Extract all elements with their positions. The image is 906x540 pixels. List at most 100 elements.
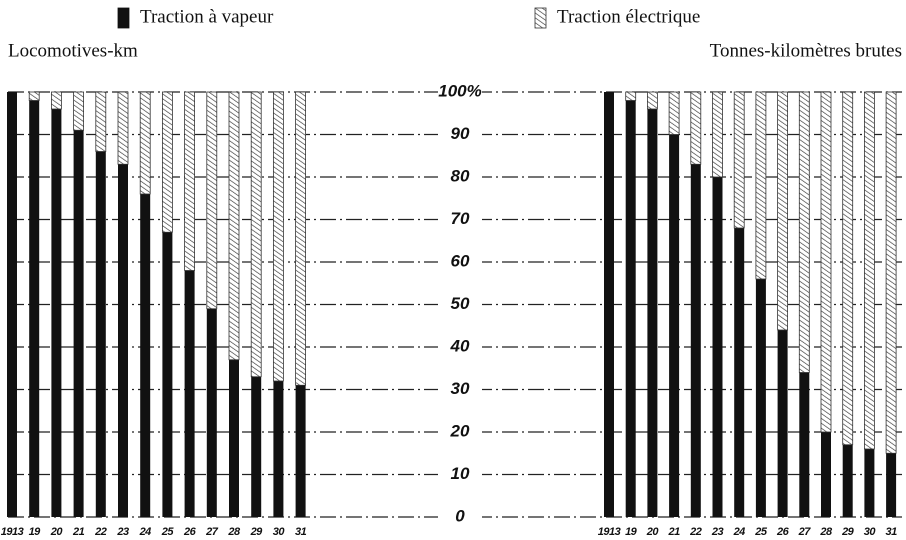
bar-segment [647, 109, 658, 517]
x-tick-label: 1913 [1, 526, 24, 538]
bar-segment [272, 91, 284, 382]
bar-segment [73, 130, 84, 517]
tick-label-bg [438, 168, 482, 186]
bar-segment [734, 228, 745, 517]
bar-segment [295, 91, 307, 386]
x-tick-label: 29 [250, 526, 264, 538]
bar-segment [251, 376, 262, 517]
y-tick-label: 80 [451, 166, 470, 185]
tick-label-bg [438, 465, 482, 484]
x-tick-label: 27 [798, 526, 812, 538]
bar-segment [690, 164, 701, 517]
y-tick-label: 50 [451, 294, 470, 313]
panel-title: Tonnes-kilomètres brutes [710, 40, 902, 61]
bar-segment [7, 92, 17, 517]
bar-segment [647, 91, 658, 110]
bar-segment [206, 91, 218, 310]
bar-segment [668, 91, 680, 135]
x-tick-label: 31 [295, 526, 307, 538]
x-tick-label: 21 [72, 526, 85, 538]
x-tick-label: 24 [733, 526, 746, 538]
x-tick-label: 28 [227, 526, 241, 538]
x-tick-label: 27 [205, 526, 219, 538]
x-tick-label: 23 [711, 526, 724, 538]
bar-segment [73, 91, 84, 131]
bar-segment [755, 91, 767, 280]
x-tick-label: 31 [885, 526, 897, 538]
tick-label-bg [438, 253, 482, 271]
bar-segment [842, 444, 853, 517]
bar-segment [820, 91, 832, 433]
bar-segment [229, 359, 239, 517]
bar-segment [206, 308, 217, 517]
bar-segment [755, 279, 766, 517]
x-tick-label: 26 [776, 526, 790, 538]
bar-segment [798, 91, 810, 373]
x-tick-label: 20 [50, 526, 64, 538]
bar-segment [184, 91, 196, 271]
bar-segment [140, 194, 151, 517]
x-tick-label: 21 [667, 526, 680, 538]
bar-segment [28, 91, 40, 101]
tick-label-bg [438, 508, 482, 526]
legend-swatch-electric [534, 7, 547, 29]
legend-label: Traction électrique [557, 6, 700, 27]
tick-label-bg [438, 380, 482, 399]
y-tick-label: 70 [451, 209, 470, 228]
bar-segment [799, 372, 810, 517]
bar-segment [886, 453, 897, 517]
bar-segment [821, 432, 831, 517]
bar-segment [250, 91, 262, 378]
x-tick-label: 22 [689, 526, 702, 538]
tick-label-bg [438, 338, 482, 356]
x-tick-label: 25 [161, 526, 175, 538]
x-tick-label: 19 [625, 526, 638, 538]
bar-segment [625, 91, 637, 101]
x-tick-label: 24 [139, 526, 152, 538]
tick-label-bg [438, 125, 482, 144]
x-tick-label: 30 [864, 526, 877, 538]
bar-segment [51, 109, 62, 517]
y-tick-label: 100% [438, 81, 481, 100]
bar-segment [604, 92, 614, 517]
bar-segment [885, 91, 897, 454]
bar-segment [295, 385, 306, 517]
bar-segment [162, 232, 173, 517]
tick-label-bg [438, 423, 482, 441]
y-tick-label: 60 [451, 251, 470, 270]
x-tick-label: 30 [273, 526, 286, 538]
bar-segment [733, 91, 745, 229]
tick-label-bg [438, 83, 482, 101]
y-tick-label: 30 [451, 379, 470, 398]
bar-segment [625, 100, 636, 517]
bar-segment [777, 330, 788, 517]
bar-segment [228, 91, 240, 361]
tick-label-bg [438, 295, 482, 314]
y-tick-label: 20 [450, 421, 470, 440]
bar-segment [669, 134, 680, 517]
bar-segment [184, 270, 195, 517]
y-tick-label: 90 [451, 124, 470, 143]
x-tick-label: 20 [646, 526, 660, 538]
bar-segment [95, 91, 107, 152]
bar-segment [712, 177, 723, 517]
bar-segment [29, 100, 40, 517]
bar-segment [95, 151, 106, 517]
bar-segment [864, 449, 875, 517]
y-tick-label: 0 [455, 506, 465, 525]
bar-segment [864, 91, 875, 450]
x-tick-label: 29 [841, 526, 855, 538]
legend-swatch-steam [117, 7, 130, 29]
bar-segment [712, 91, 723, 178]
bar-segment [117, 91, 129, 165]
bar-segment [842, 91, 854, 446]
x-tick-label: 19 [29, 526, 42, 538]
legend-label: Traction à vapeur [140, 6, 274, 27]
x-tick-label: 23 [116, 526, 129, 538]
x-tick-label: 28 [819, 526, 833, 538]
y-tick-label: 10 [451, 464, 470, 483]
bar-segment [118, 164, 128, 517]
bar-segment [777, 91, 788, 331]
bar-segment [273, 381, 284, 517]
